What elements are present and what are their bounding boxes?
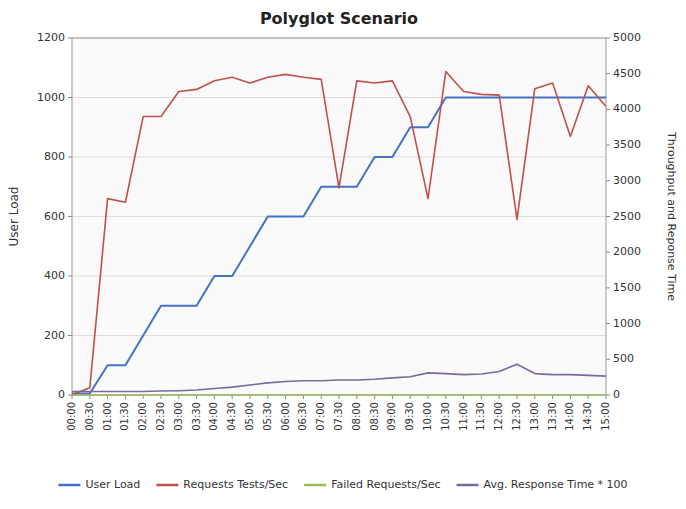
legend-swatch xyxy=(457,484,479,487)
tick-label: 05:30 xyxy=(262,402,273,431)
tick-label: 03:30 xyxy=(191,402,202,431)
tick-label: 800 xyxy=(44,150,65,163)
tick-mark xyxy=(606,145,610,146)
series-line xyxy=(72,72,606,395)
tick-label: 3500 xyxy=(613,138,641,151)
tick-label: 13:00 xyxy=(529,402,540,431)
tick-mark xyxy=(68,38,72,39)
grid-line xyxy=(72,276,606,277)
tick-label: 04:30 xyxy=(226,402,237,431)
tick-mark xyxy=(606,395,610,396)
tick-label: 1000 xyxy=(613,317,641,330)
tick-label: 12:00 xyxy=(493,402,504,431)
tick-mark xyxy=(606,252,610,253)
tick-mark xyxy=(606,73,610,74)
legend-item: User Load xyxy=(58,478,140,491)
tick-label: 09:30 xyxy=(404,402,415,431)
tick-label: 08:30 xyxy=(369,402,380,431)
tick-mark xyxy=(606,180,610,181)
tick-mark xyxy=(68,276,72,277)
tick-label: 0 xyxy=(58,388,65,401)
tick-label: 0 xyxy=(613,388,620,401)
tick-label: 02:30 xyxy=(155,402,166,431)
legend-item: Failed Requests/Sec xyxy=(304,478,440,491)
plot-area xyxy=(72,38,606,395)
tick-label: 12:30 xyxy=(511,402,522,431)
grid-line xyxy=(72,395,606,396)
tick-label: 02:00 xyxy=(137,402,148,431)
tick-label: 14:30 xyxy=(582,402,593,431)
legend-swatch xyxy=(304,484,326,487)
series-line xyxy=(72,364,606,391)
tick-label: 400 xyxy=(44,269,65,282)
chart: 0 200 400 600 800 1000 1200 0 500 1000 1500 2000 250… xyxy=(0,0,686,509)
plot-frame xyxy=(72,38,606,395)
tick-label: 10:30 xyxy=(440,402,451,431)
tick-label: 11:00 xyxy=(458,402,469,431)
axis-label: User Load xyxy=(7,187,21,247)
tick-mark xyxy=(68,97,72,98)
series-group xyxy=(72,72,606,395)
legend-label: Failed Requests/Sec xyxy=(331,478,440,491)
tick-label: 2000 xyxy=(613,245,641,258)
tick-label: 09:00 xyxy=(386,402,397,431)
tick-label: 4000 xyxy=(613,102,641,115)
tick-mark xyxy=(606,216,610,217)
tick-label: 07:30 xyxy=(333,402,344,431)
tick-label: 1200 xyxy=(37,31,65,44)
tick-mark xyxy=(606,359,610,360)
axis-label: Throughput and Reponse Time xyxy=(665,131,678,301)
tick-label: 05:00 xyxy=(244,402,255,431)
grid-line xyxy=(72,335,606,336)
tick-label: 5000 xyxy=(613,31,641,44)
tick-label: 01:00 xyxy=(102,402,113,431)
legend-label: Avg. Response Time * 100 xyxy=(484,478,628,491)
tick-label: 01:30 xyxy=(119,402,130,431)
tick-mark xyxy=(606,323,610,324)
tick-label: 10:00 xyxy=(422,402,433,431)
tick-label: 1500 xyxy=(613,281,641,294)
tick-label: 07:00 xyxy=(315,402,326,431)
series-line xyxy=(72,394,606,396)
legend-label: Requests Tests/Sec xyxy=(183,478,288,491)
tick-label: 600 xyxy=(44,210,65,223)
legend: User Load Requests Tests/Sec Failed Reques… xyxy=(58,478,627,491)
tick-mark xyxy=(606,287,610,288)
tick-label: 11:30 xyxy=(475,402,486,431)
grid-line xyxy=(72,216,606,217)
tick-label: 03:00 xyxy=(173,402,184,431)
tick-label: 14:00 xyxy=(564,402,575,431)
tick-label: 08:00 xyxy=(351,402,362,431)
tick-mark xyxy=(68,216,72,217)
tick-label: 4500 xyxy=(613,67,641,80)
series-line xyxy=(72,98,606,394)
tick-label: 500 xyxy=(613,352,634,365)
tick-label: 00:30 xyxy=(84,402,95,431)
tick-label: 3000 xyxy=(613,174,641,187)
tick-label: 15:00 xyxy=(600,402,611,431)
tick-mark xyxy=(606,38,610,39)
tick-label: 2500 xyxy=(613,210,641,223)
legend-swatch xyxy=(156,484,178,487)
legend-item: Avg. Response Time * 100 xyxy=(457,478,628,491)
tick-label: 06:30 xyxy=(297,402,308,431)
legend-item: Requests Tests/Sec xyxy=(156,478,288,491)
tick-label: 200 xyxy=(44,329,65,342)
tick-mark xyxy=(68,157,72,158)
tick-label: 1000 xyxy=(37,91,65,104)
tick-mark xyxy=(68,395,72,396)
tick-label: 13:30 xyxy=(547,402,558,431)
tick-label: 06:00 xyxy=(280,402,291,431)
tick-label: 00:00 xyxy=(66,402,77,431)
legend-swatch xyxy=(58,484,80,487)
legend-label: User Load xyxy=(85,478,140,491)
tick-mark xyxy=(606,109,610,110)
tick-label: 04:00 xyxy=(208,402,219,431)
tick-mark xyxy=(68,335,72,336)
title: Polyglot Scenario xyxy=(260,9,418,28)
